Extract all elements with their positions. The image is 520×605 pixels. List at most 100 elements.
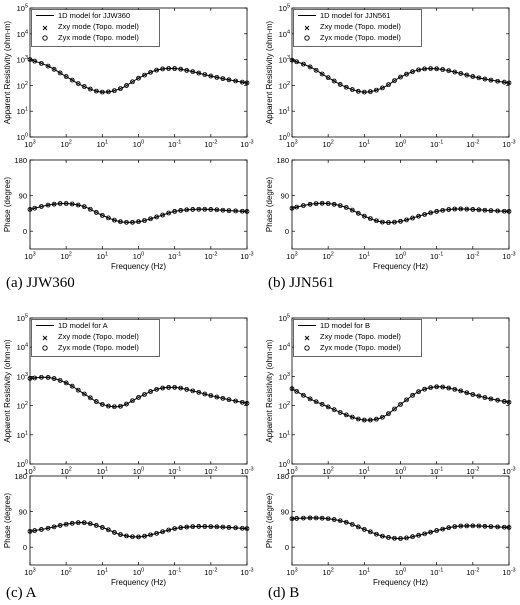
zxy-phase-point	[368, 216, 373, 221]
zyx-phase-point	[220, 207, 226, 213]
panel-caption: (a) JJW360	[6, 275, 75, 291]
zxy-point	[184, 387, 189, 392]
zxy-point	[88, 395, 93, 400]
zyx-point	[294, 59, 300, 65]
zxy-phase-point	[32, 528, 37, 533]
zyx-point	[404, 71, 409, 77]
zxy-point	[428, 66, 433, 71]
rho-y-tick-label: 101	[279, 430, 290, 440]
zyx-point	[506, 80, 512, 86]
zyx-phase-point	[373, 218, 379, 224]
zyx-phase-point	[214, 207, 220, 213]
zxy-point	[202, 72, 207, 77]
zyx-point	[452, 386, 458, 392]
zyx-point	[331, 78, 337, 84]
zyx-point	[506, 399, 512, 405]
zxy-phase-point	[32, 206, 37, 211]
zyx-point	[239, 399, 245, 405]
zyx-point	[178, 385, 184, 391]
zxy-phase-point	[184, 207, 189, 212]
zxy-point	[320, 402, 324, 407]
zyx-phase-point	[482, 207, 488, 213]
phase-x-tick-label: 103	[24, 568, 35, 578]
zxy-phase-point	[294, 205, 299, 209]
zxy-point	[52, 67, 56, 72]
zyx-phase-point	[300, 515, 306, 521]
zxy-phase-point	[208, 524, 213, 529]
rho-y-axis-label: Apparent Resistivity (ohm-m)	[265, 21, 274, 124]
zyx-point	[434, 66, 440, 72]
zxy-point	[64, 381, 69, 385]
phase-y-tick-label: 180	[14, 156, 27, 165]
zxy-point	[326, 405, 331, 409]
zxy-phase-point	[136, 219, 141, 224]
zyx-point	[220, 76, 226, 82]
zyx-phase-point	[410, 534, 415, 540]
zyx-point	[45, 375, 51, 380]
x-axis-label: Frequency (Hz)	[373, 578, 428, 587]
zyx-point	[63, 380, 69, 386]
zxy-point	[208, 74, 213, 78]
zxy-phase-point	[215, 207, 219, 212]
zxy-point	[88, 87, 93, 91]
phase-x-tick-label: 10-3	[502, 252, 515, 262]
zxy-phase-point	[502, 525, 507, 530]
zxy-phase-point	[434, 528, 439, 533]
zxy-point	[502, 399, 507, 404]
zxy-phase-point	[301, 516, 306, 520]
zyx-phase-point	[105, 527, 111, 533]
phase-x-tick-label: 10-1	[430, 568, 443, 578]
zxy-point	[136, 76, 141, 81]
panel-2: 103 102 101 100 10-1 10-2 10-31001011021031041…	[3, 314, 254, 602]
zyx-phase-point	[178, 208, 184, 213]
zxy-point	[52, 376, 56, 381]
rho-y-tick-label: 103	[279, 372, 290, 382]
zyx-phase-point	[446, 207, 452, 212]
zyx-phase-point	[495, 208, 501, 214]
zyx-phase-point	[355, 210, 361, 216]
zxy-phase-point	[178, 208, 183, 213]
zyx-phase-point	[32, 528, 38, 533]
zxy-phase-point	[290, 516, 294, 521]
rho-y-tick-label: 100	[17, 133, 28, 143]
zxy-phase-point	[100, 213, 105, 218]
phase-x-tick-label: 103	[286, 568, 297, 578]
zxy-point	[458, 71, 463, 76]
zxy-phase-point	[240, 526, 245, 531]
zxy-point	[452, 387, 457, 392]
zxy-phase-point	[52, 525, 56, 529]
zyx-point	[208, 393, 214, 399]
rho-x-tick-label: 10-2	[466, 467, 479, 477]
zyx-point	[289, 386, 295, 392]
zxy-point	[374, 88, 379, 92]
zxy-point	[368, 89, 373, 94]
zxy-phase-point	[94, 523, 99, 528]
rho-y-tick-label: 105	[17, 4, 28, 14]
zxy-phase-point	[428, 530, 433, 535]
zyx-phase-point	[239, 525, 245, 531]
zyx-phase-point	[398, 218, 403, 224]
zyx-phase-point	[404, 217, 409, 223]
zxy-point	[404, 72, 409, 77]
zyx-phase-point	[495, 524, 501, 530]
rho-x-tick-label: 10-3	[240, 140, 253, 150]
phase-y-tick-label: 0	[285, 543, 289, 552]
rho-x-tick-label: 100	[133, 467, 144, 477]
rho-x-tick-label: 100	[395, 140, 406, 150]
zxy-point	[148, 70, 153, 75]
zxy-phase-point	[495, 525, 500, 529]
zyx-phase-point	[160, 212, 166, 218]
zxy-point	[380, 86, 385, 90]
zyx-point	[69, 77, 75, 83]
zxy-phase-point	[489, 208, 493, 213]
zyx-point	[136, 75, 141, 81]
zyx-point	[160, 66, 166, 72]
zxy-point	[227, 77, 231, 82]
legend-cross-swatch	[42, 25, 48, 31]
phase-y-tick-label: 90	[19, 192, 27, 201]
zyx-point	[208, 73, 214, 79]
zxy-point	[124, 83, 129, 88]
zxy-phase-point	[172, 209, 177, 214]
zyx-point	[160, 385, 166, 391]
zyx-point	[244, 400, 250, 406]
